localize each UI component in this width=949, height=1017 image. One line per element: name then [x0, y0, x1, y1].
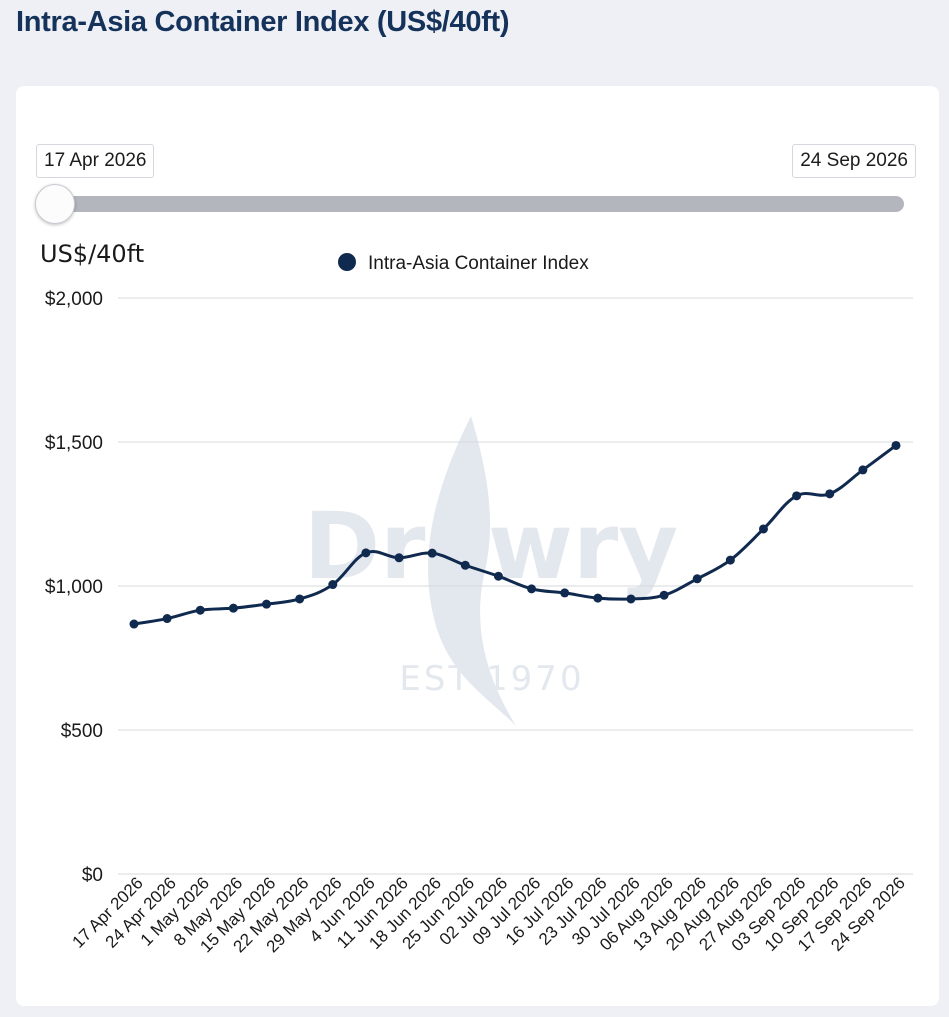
date-range-slider-track[interactable]: [36, 196, 904, 212]
data-point[interactable]: [328, 580, 338, 590]
date-range-slider-handle[interactable]: [35, 184, 75, 224]
data-point[interactable]: [725, 555, 735, 565]
data-point[interactable]: [891, 440, 901, 450]
data-point[interactable]: [593, 593, 603, 603]
watermark-name: Drewry: [304, 493, 678, 600]
watermark-established: EST 1970: [399, 659, 584, 699]
page-title: Intra-Asia Container Index (US$/40ft): [16, 6, 510, 38]
data-point[interactable]: [626, 594, 636, 604]
y-tick-label: $2,000: [45, 289, 103, 310]
chart-card: 17 Apr 2026 24 Sep 2026 Drewry EST 1970 …: [16, 86, 939, 1006]
watermark-flame-icon: [428, 416, 516, 726]
data-point[interactable]: [262, 599, 272, 609]
data-point[interactable]: [825, 489, 835, 499]
watermark: Drewry EST 1970: [304, 416, 678, 726]
data-point[interactable]: [162, 614, 172, 624]
data-point[interactable]: [361, 548, 371, 558]
data-point[interactable]: [659, 590, 669, 600]
range-end-label: 24 Sep 2026: [792, 144, 916, 178]
range-start-label: 17 Apr 2026: [36, 144, 155, 178]
line-chart: Drewry EST 1970 US$/40ft Intra-Asia Cont…: [40, 240, 913, 956]
data-point[interactable]: [493, 571, 503, 581]
data-points: [129, 440, 901, 629]
legend-label: Intra-Asia Container Index: [368, 253, 589, 274]
data-point[interactable]: [394, 553, 404, 563]
legend-marker: [338, 253, 356, 271]
data-point[interactable]: [195, 605, 205, 615]
data-point[interactable]: [460, 560, 470, 570]
data-point[interactable]: [692, 574, 702, 584]
y-tick-label: $0: [82, 865, 103, 886]
y-axis-unit-label: US$/40ft: [40, 240, 144, 268]
data-point[interactable]: [129, 619, 139, 629]
y-axis-ticks: $0 $500 $1,000 $1,500 $2,000: [45, 289, 103, 886]
data-point[interactable]: [758, 524, 768, 534]
data-point[interactable]: [527, 584, 537, 594]
grid-lines: [118, 297, 913, 875]
data-point[interactable]: [560, 588, 570, 598]
data-point[interactable]: [228, 603, 238, 613]
legend: Intra-Asia Container Index: [338, 253, 589, 274]
y-tick-label: $1,500: [45, 433, 103, 454]
data-point[interactable]: [792, 491, 802, 501]
y-tick-label: $500: [61, 721, 103, 742]
y-tick-label: $1,000: [45, 577, 103, 598]
data-point[interactable]: [427, 548, 437, 558]
data-point[interactable]: [858, 465, 868, 475]
data-point[interactable]: [295, 594, 305, 604]
